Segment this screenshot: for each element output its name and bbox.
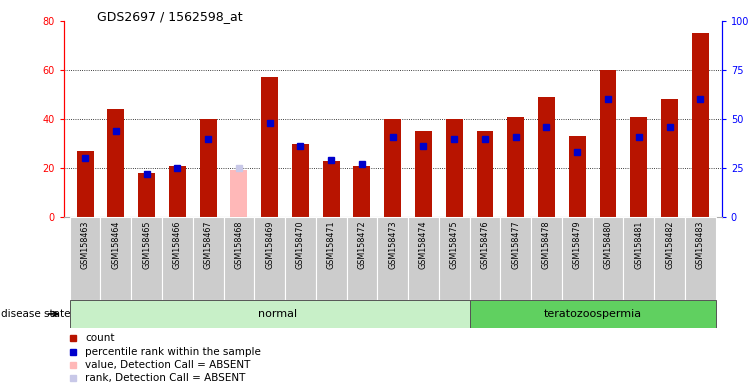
Text: GSM158470: GSM158470 xyxy=(296,220,305,269)
Bar xyxy=(292,144,309,217)
Bar xyxy=(131,217,162,300)
Bar xyxy=(623,217,654,300)
Bar xyxy=(224,217,254,300)
Bar xyxy=(415,131,432,217)
Text: GSM158481: GSM158481 xyxy=(634,220,643,269)
Bar xyxy=(470,217,500,300)
Text: GSM158469: GSM158469 xyxy=(265,220,275,269)
Text: GSM158464: GSM158464 xyxy=(111,220,120,269)
Bar xyxy=(408,217,439,300)
Bar xyxy=(692,33,709,217)
Bar xyxy=(568,136,586,217)
Bar xyxy=(562,217,592,300)
Bar xyxy=(384,119,401,217)
Bar xyxy=(538,97,555,217)
Text: GSM158475: GSM158475 xyxy=(450,220,459,269)
Bar xyxy=(70,300,470,328)
Bar xyxy=(100,217,131,300)
Text: GSM158473: GSM158473 xyxy=(388,220,397,269)
Text: GSM158467: GSM158467 xyxy=(203,220,212,269)
Bar xyxy=(354,166,370,217)
Bar xyxy=(654,217,685,300)
Bar xyxy=(193,217,224,300)
Bar xyxy=(592,217,623,300)
Bar xyxy=(439,217,470,300)
Bar xyxy=(322,161,340,217)
Text: GSM158477: GSM158477 xyxy=(511,220,521,269)
Bar xyxy=(76,151,94,217)
Text: GSM158474: GSM158474 xyxy=(419,220,428,269)
Bar xyxy=(685,217,716,300)
Text: teratozoospermia: teratozoospermia xyxy=(544,309,642,319)
Bar xyxy=(261,78,278,217)
Text: GSM158478: GSM158478 xyxy=(542,220,551,269)
Text: rank, Detection Call = ABSENT: rank, Detection Call = ABSENT xyxy=(85,373,245,384)
Text: GDS2697 / 1562598_at: GDS2697 / 1562598_at xyxy=(97,10,243,23)
Bar xyxy=(200,119,217,217)
Bar xyxy=(316,217,346,300)
Bar xyxy=(230,170,248,217)
Text: GSM158465: GSM158465 xyxy=(142,220,151,269)
Bar xyxy=(138,173,155,217)
Text: GSM158479: GSM158479 xyxy=(573,220,582,269)
Text: GSM158480: GSM158480 xyxy=(604,220,613,269)
Text: GSM158482: GSM158482 xyxy=(665,220,674,269)
Bar xyxy=(70,217,100,300)
Text: percentile rank within the sample: percentile rank within the sample xyxy=(85,347,261,357)
Bar xyxy=(500,217,531,300)
Bar xyxy=(531,217,562,300)
Bar xyxy=(631,117,647,217)
Text: normal: normal xyxy=(258,309,297,319)
Text: GSM158483: GSM158483 xyxy=(696,220,705,269)
Text: GSM158471: GSM158471 xyxy=(327,220,336,269)
Bar xyxy=(507,117,524,217)
Text: GSM158466: GSM158466 xyxy=(173,220,182,269)
Bar xyxy=(446,119,463,217)
Text: GSM158476: GSM158476 xyxy=(480,220,489,269)
Text: disease state: disease state xyxy=(1,309,70,319)
Text: GSM158463: GSM158463 xyxy=(81,220,90,269)
Bar xyxy=(600,70,616,217)
Bar xyxy=(476,131,494,217)
Bar xyxy=(285,217,316,300)
Bar xyxy=(346,217,377,300)
Bar xyxy=(169,166,186,217)
Text: count: count xyxy=(85,333,114,343)
Bar xyxy=(661,99,678,217)
Text: value, Detection Call = ABSENT: value, Detection Call = ABSENT xyxy=(85,360,251,370)
Bar xyxy=(254,217,285,300)
Text: GSM158472: GSM158472 xyxy=(358,220,367,269)
Bar xyxy=(377,217,408,300)
Bar xyxy=(162,217,193,300)
Text: GSM158468: GSM158468 xyxy=(234,220,243,269)
Bar xyxy=(470,300,716,328)
Bar xyxy=(108,109,124,217)
